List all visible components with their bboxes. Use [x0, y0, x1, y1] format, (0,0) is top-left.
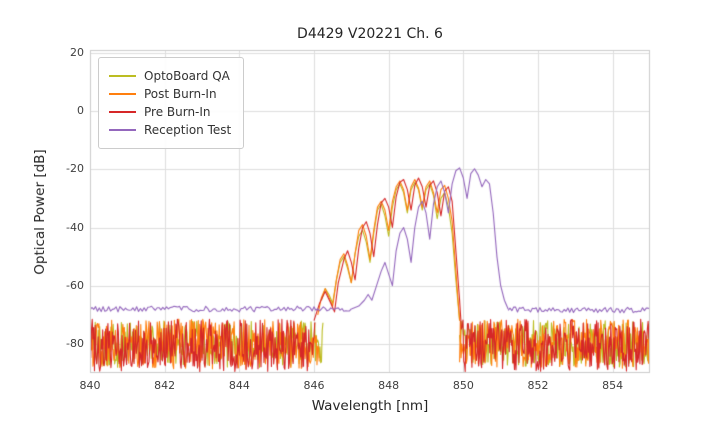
legend-line-swatch	[109, 129, 136, 131]
legend-label: OptoBoard QA	[144, 69, 230, 83]
legend-item-optoboard-qa: OptoBoard QA	[109, 69, 231, 83]
chart-title: D4429 V20221 Ch. 6	[297, 26, 443, 42]
x-axis-label: Wavelength [nm]	[311, 398, 429, 414]
legend-item-pre-burn-in: Pre Burn-In	[109, 105, 231, 119]
legend-line-swatch	[109, 111, 136, 113]
legend: OptoBoard QA Post Burn-In Pre Burn-In Re…	[98, 57, 245, 149]
legend-label: Pre Burn-In	[144, 105, 211, 119]
y-axis-label: Optical Power [dB]	[32, 149, 48, 275]
legend-item-reception-test: Reception Test	[109, 123, 231, 137]
legend-label: Post Burn-In	[144, 87, 217, 101]
legend-line-swatch	[109, 75, 136, 77]
legend-item-post-burn-in: Post Burn-In	[109, 87, 231, 101]
legend-line-swatch	[109, 93, 136, 95]
legend-label: Reception Test	[144, 123, 232, 137]
